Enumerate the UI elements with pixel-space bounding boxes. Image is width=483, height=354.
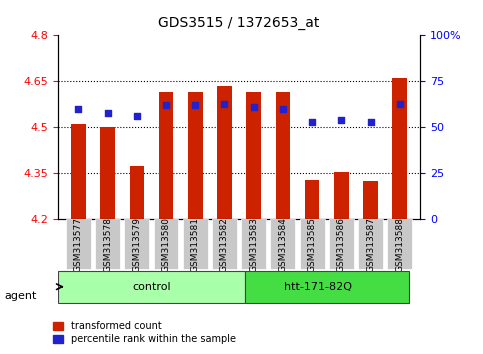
- FancyBboxPatch shape: [387, 219, 412, 269]
- Text: control: control: [132, 282, 171, 292]
- FancyBboxPatch shape: [183, 219, 208, 269]
- Point: [191, 103, 199, 108]
- Point: [250, 104, 257, 110]
- FancyBboxPatch shape: [270, 219, 295, 269]
- Text: GSM313583: GSM313583: [249, 217, 258, 272]
- Point: [162, 103, 170, 108]
- Bar: [71, 124, 85, 219]
- Text: agent: agent: [5, 291, 37, 301]
- Point: [279, 106, 287, 112]
- Point: [221, 101, 228, 106]
- Point: [104, 110, 112, 115]
- Bar: [334, 172, 349, 219]
- Bar: [305, 179, 319, 219]
- Bar: [276, 92, 290, 219]
- Title: GDS3515 / 1372653_at: GDS3515 / 1372653_at: [158, 16, 320, 30]
- FancyBboxPatch shape: [242, 219, 266, 269]
- Text: GSM313578: GSM313578: [103, 217, 112, 272]
- FancyBboxPatch shape: [245, 271, 409, 303]
- Point: [338, 117, 345, 123]
- Text: GSM313580: GSM313580: [161, 217, 170, 272]
- Text: GSM313585: GSM313585: [308, 217, 317, 272]
- Bar: [100, 127, 115, 219]
- Point: [133, 114, 141, 119]
- Point: [367, 119, 374, 125]
- FancyBboxPatch shape: [125, 219, 149, 269]
- Point: [396, 101, 404, 106]
- Text: GSM313579: GSM313579: [132, 217, 142, 272]
- Bar: [129, 166, 144, 219]
- FancyBboxPatch shape: [212, 219, 237, 269]
- FancyBboxPatch shape: [329, 219, 354, 269]
- Point: [74, 106, 82, 112]
- Text: GSM313588: GSM313588: [395, 217, 404, 272]
- Bar: [188, 92, 202, 219]
- FancyBboxPatch shape: [58, 271, 245, 303]
- FancyBboxPatch shape: [95, 219, 120, 269]
- Text: GSM313582: GSM313582: [220, 217, 229, 272]
- FancyBboxPatch shape: [66, 219, 91, 269]
- Bar: [246, 92, 261, 219]
- Text: GSM313586: GSM313586: [337, 217, 346, 272]
- Text: GSM313584: GSM313584: [278, 217, 287, 272]
- Point: [308, 119, 316, 125]
- Text: htt-171-82Q: htt-171-82Q: [284, 282, 352, 292]
- Bar: [393, 78, 407, 219]
- Text: GSM313587: GSM313587: [366, 217, 375, 272]
- Bar: [217, 86, 232, 219]
- FancyBboxPatch shape: [154, 219, 178, 269]
- FancyBboxPatch shape: [358, 219, 383, 269]
- FancyBboxPatch shape: [300, 219, 325, 269]
- Bar: [363, 181, 378, 219]
- Bar: [159, 92, 173, 219]
- Text: GSM313581: GSM313581: [191, 217, 200, 272]
- Text: GSM313577: GSM313577: [74, 217, 83, 272]
- Legend: transformed count, percentile rank within the sample: transformed count, percentile rank withi…: [53, 321, 236, 344]
